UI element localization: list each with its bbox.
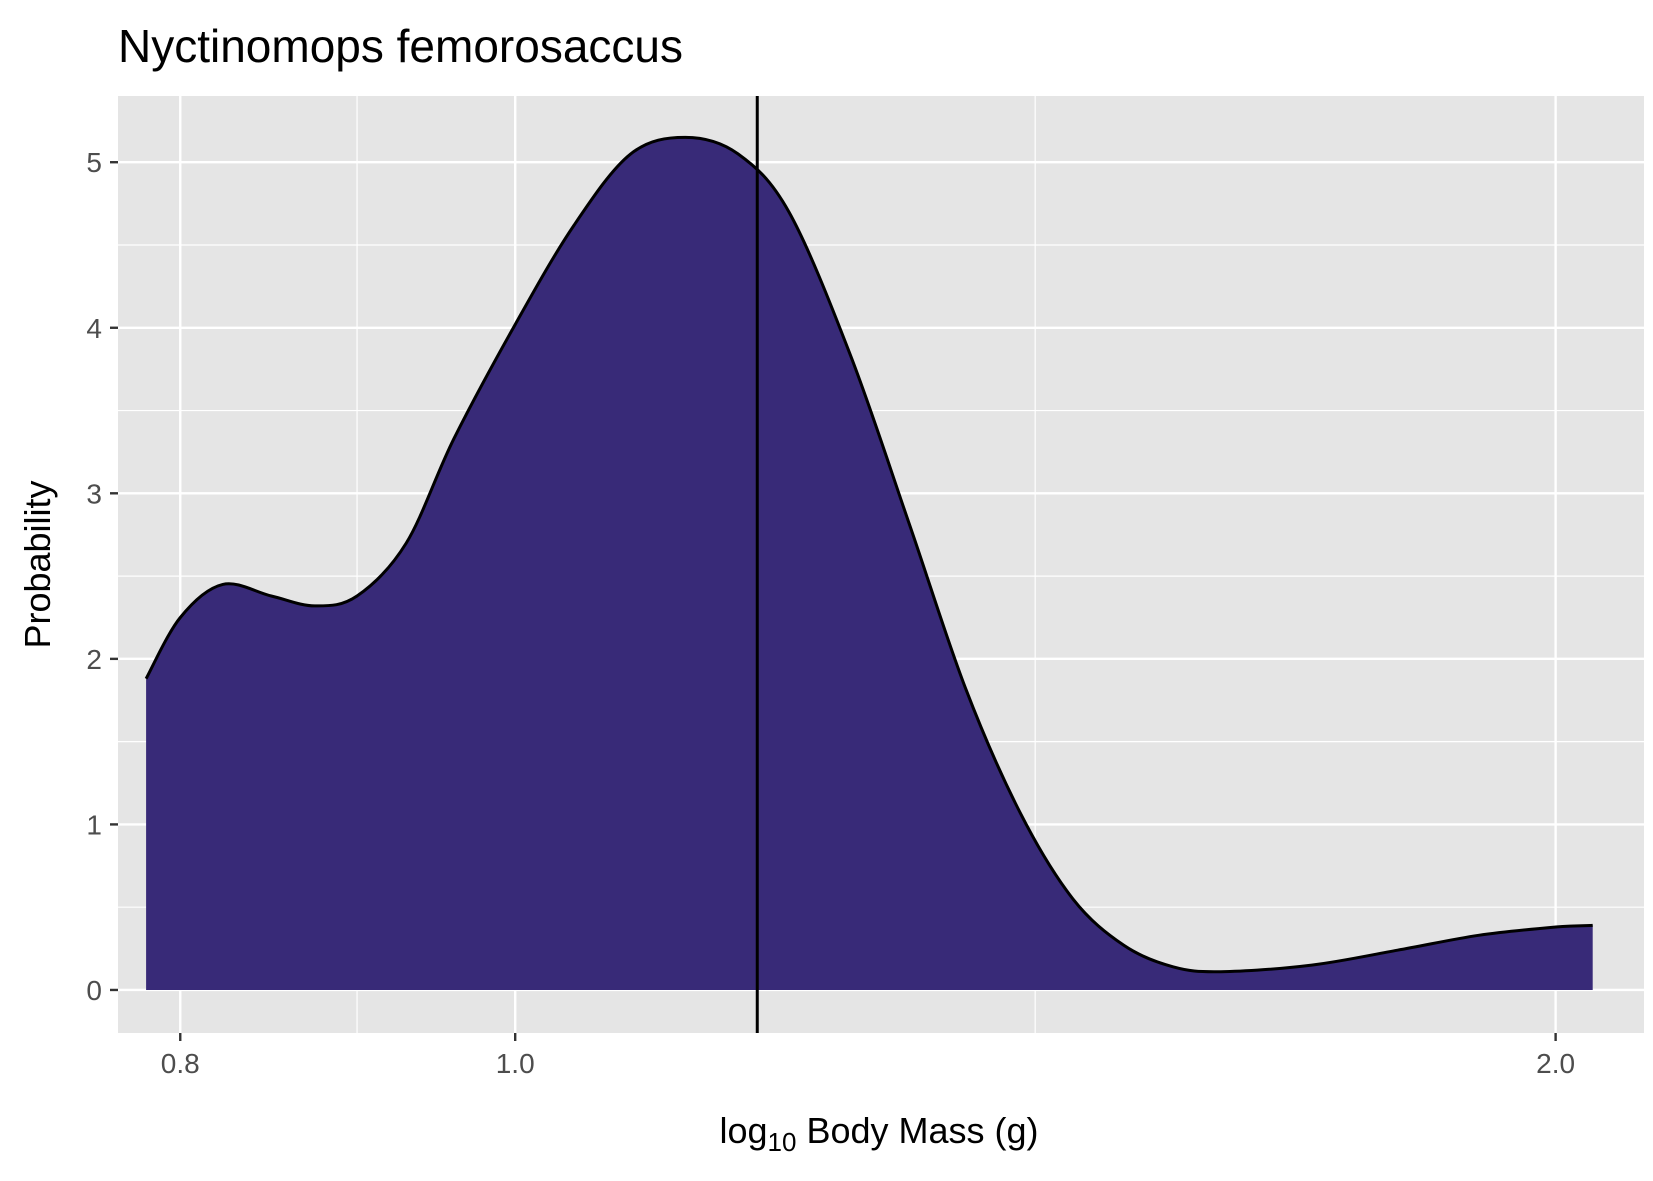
density-curve (144, 135, 1593, 974)
chart-title: Nyctinomops femorosaccus (118, 20, 683, 72)
y-tick-label: 1 (86, 809, 102, 840)
density-area (146, 137, 1593, 990)
x-tick-label: 0.8 (161, 1048, 200, 1079)
y-tick-label: 2 (86, 644, 102, 675)
x-axis: 0.8 1.0 2.0 (161, 1033, 1575, 1079)
x-tick-label: 1.0 (496, 1048, 535, 1079)
y-tick-label: 0 (86, 975, 102, 1006)
y-tick-label: 5 (86, 147, 102, 178)
y-tick-label: 4 (86, 313, 102, 344)
y-axis-title: Probability (17, 480, 58, 648)
y-tick-label: 3 (86, 478, 102, 509)
x-axis-title-log: log (719, 1110, 767, 1151)
y-axis: 0 1 2 3 4 5 (86, 147, 118, 1006)
x-axis-title-body-mass: Body Mass (796, 1110, 994, 1151)
x-tick-label: 2.0 (1536, 1048, 1575, 1079)
x-axis-title: log10 Body Mass (g) (719, 1110, 1038, 1157)
x-axis-title-subscript: 10 (768, 1127, 797, 1157)
x-axis-title-unit: (g) (995, 1110, 1039, 1151)
